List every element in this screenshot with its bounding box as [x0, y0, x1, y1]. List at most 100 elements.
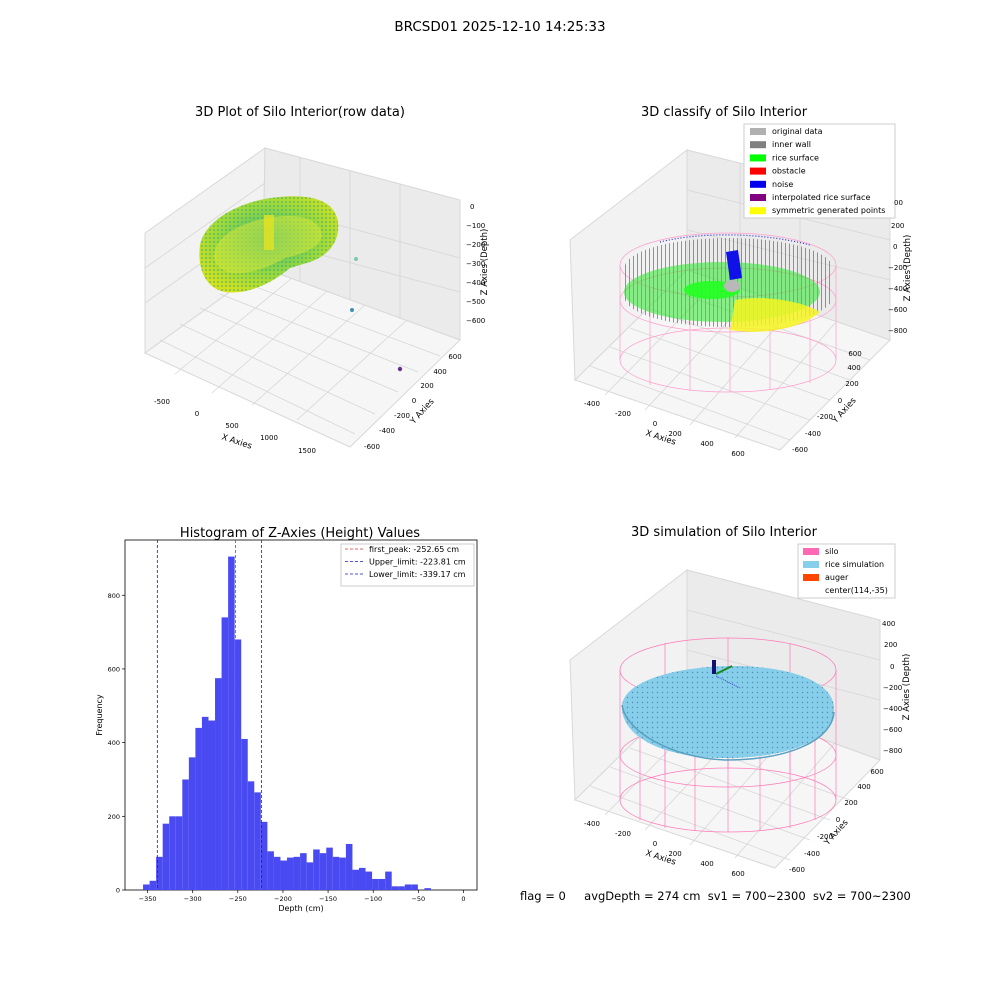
histogram-bar [215, 678, 222, 890]
legend-label: rice surface [772, 153, 819, 162]
legend-label: first_peak: -252.65 cm [369, 545, 459, 554]
z-tick-label: −400 [883, 705, 902, 713]
legend-swatch [750, 141, 766, 149]
x-tick-label: 1500 [298, 447, 316, 455]
histogram-reference-lines [156, 540, 262, 890]
x-tick-label: -500 [154, 398, 170, 406]
z-tick-label: 0 [890, 663, 894, 671]
histogram-bar [273, 856, 281, 890]
legend-label: Upper_limit: -223.81 cm [369, 558, 466, 567]
original-data-points [724, 280, 740, 292]
raw-outlier-point [397, 366, 403, 372]
histogram-bar [358, 867, 366, 890]
z-tick-label: 400 [882, 620, 895, 628]
histogram-bar [221, 617, 229, 890]
histogram-bar [287, 857, 294, 890]
z-tick-label: −500 [466, 298, 485, 306]
legend-label: Lower_limit: -339.17 cm [369, 570, 466, 579]
legend-label: inner wall [772, 140, 811, 149]
legend-swatch [750, 194, 766, 201]
z-tick-label: −800 [888, 327, 907, 335]
raw-x-axis-label: X Axies [220, 432, 253, 451]
x-tick-label: 0 [195, 410, 199, 418]
classify-legend: original data inner wall rice surface obsta… [743, 123, 896, 219]
x-tick-label: -200 [615, 410, 631, 418]
status-flag: flag = 0 [520, 889, 566, 903]
legend-swatch [803, 561, 819, 568]
x-tick-label: −50 [411, 895, 425, 903]
histogram-bar [365, 871, 373, 890]
x-tick-label: 0 [461, 895, 465, 903]
raw-x-ticks: -500 0 500 1000 1500 [154, 398, 316, 455]
histogram-bar [201, 716, 209, 890]
histogram-bar [195, 727, 202, 890]
raw-z-axis-label: Z Axies (Depth) [480, 229, 490, 296]
z-tick-label: 0 [470, 203, 474, 211]
y-tick-label: 400 [857, 783, 870, 791]
x-tick-label: 0 [653, 840, 657, 848]
histogram-bar [372, 878, 379, 890]
panel-simulation-3d: 3D simulation of Silo Interior [569, 525, 912, 878]
z-tick-label: 00 [894, 199, 903, 207]
y-tick-label: 0 [116, 887, 120, 895]
raw-outlier-point [354, 257, 358, 261]
simulation-z-ticks: 400 200 0 −200 −400 −600 −800 [882, 620, 902, 755]
histogram-title: Histogram of Z-Axies (Height) Values [180, 526, 420, 541]
legend-swatch [803, 574, 819, 581]
x-tick-label: 500 [225, 422, 238, 430]
figure-suptitle: BRCSD01 2025-12-10 14:25:33 [394, 19, 605, 35]
y-tick-label: 0 [412, 397, 416, 405]
histogram-bar [149, 880, 157, 890]
x-tick-label: -400 [584, 400, 600, 408]
histogram-bar [234, 639, 242, 890]
y-tick-label: 600 [448, 353, 461, 361]
legend-label: original data [772, 127, 823, 136]
histogram-bar [228, 556, 235, 890]
histogram-bar [208, 720, 216, 890]
histogram-bar [411, 884, 418, 890]
z-tick-label: −600 [883, 726, 902, 734]
z-tick-label: −200 [883, 684, 902, 692]
y-tick-label: 600 [870, 768, 883, 776]
histogram-bar [339, 857, 346, 890]
histogram-bar [188, 757, 196, 890]
x-tick-label: -200 [615, 830, 631, 838]
grid-lines [144, 158, 461, 435]
y-tick-label: 600 [108, 665, 120, 673]
y-tick-label: -400 [379, 427, 395, 435]
y-tick-label: 400 [847, 364, 860, 372]
histogram-bars [143, 556, 431, 890]
legend-swatch [750, 154, 766, 162]
simulation-legend: silo rice simulation auger center(114,-35) [797, 543, 896, 599]
z-tick-label: −400 [466, 279, 485, 287]
x-tick-label: 0 [653, 420, 657, 428]
histogram-bar [398, 886, 405, 890]
classify-x-ticks: -400 -200 0 200 400 600 [584, 400, 745, 458]
histogram-x-axis-label: Depth (cm) [278, 904, 323, 913]
histogram-y-ticks: 0 200 400 600 800 [108, 592, 125, 895]
legend-frame [743, 123, 896, 219]
y-tick-label: 200 [844, 799, 857, 807]
legend-label: silo [825, 547, 839, 556]
z-tick-label: −400 [888, 285, 907, 293]
legend-swatch [750, 207, 766, 215]
z-tick-label: −200 [466, 241, 485, 249]
panel-classify-title: 3D classify of Silo Interior [641, 105, 808, 120]
z-tick-label: −200 [888, 264, 907, 272]
y-tick-label: 400 [433, 368, 446, 376]
legend-label: noise [772, 180, 793, 189]
histogram-bar [143, 884, 150, 890]
x-tick-label: 200 [668, 430, 681, 438]
auger-glyph [712, 660, 741, 689]
x-tick-label: 1000 [260, 434, 278, 442]
y-tick-label: 200 [845, 380, 858, 388]
histogram-bar [404, 884, 412, 890]
legend-swatch [803, 548, 819, 555]
histogram-bar [378, 878, 386, 890]
histogram-bar [332, 856, 340, 890]
y-tick-label: -600 [792, 446, 808, 454]
histogram-bar [300, 853, 307, 890]
x-tick-label: 600 [731, 450, 744, 458]
simulation-x-ticks: -400 -200 0 200 400 600 [584, 820, 745, 878]
histogram-bar [326, 847, 333, 890]
